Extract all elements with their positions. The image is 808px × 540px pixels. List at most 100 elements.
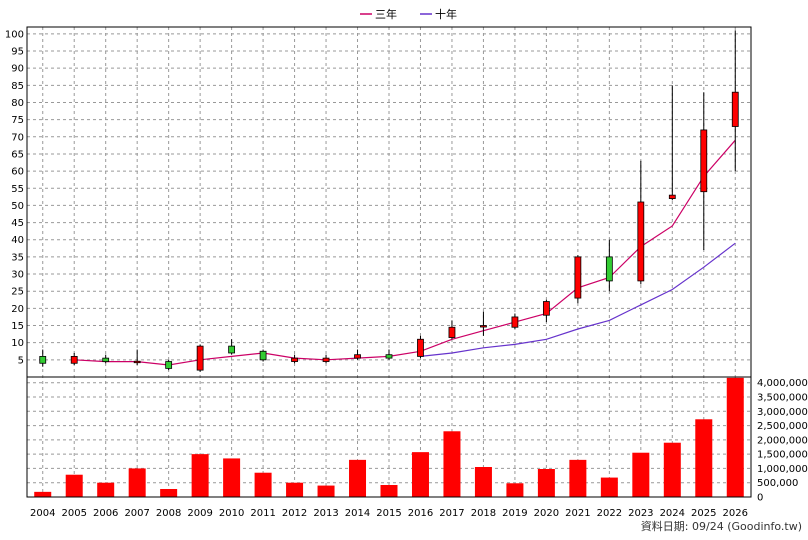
price-tick-label: 75 bbox=[11, 115, 24, 126]
price-tick-label: 85 bbox=[11, 81, 24, 92]
price-tick-label: 50 bbox=[11, 201, 24, 212]
x-tick-label: 2020 bbox=[534, 508, 559, 519]
volume-bar bbox=[286, 482, 304, 497]
candlesticks bbox=[39, 30, 739, 372]
volume-bar bbox=[663, 442, 681, 497]
price-axis: 5 10 15 20 25 30 35 40 45 50 55 60 65 70 75 80 85 90 95 100 bbox=[5, 29, 24, 366]
volume-tick-label: 2,500,000 bbox=[757, 421, 808, 432]
x-tick-label: 2014 bbox=[345, 508, 370, 519]
candle-body bbox=[731, 91, 739, 127]
candle-body bbox=[385, 354, 393, 359]
candle-body bbox=[259, 350, 267, 361]
x-tick-label: 2013 bbox=[313, 508, 338, 519]
x-tick-label: 2017 bbox=[439, 508, 464, 519]
volume-bar bbox=[537, 469, 555, 497]
volume-bar bbox=[223, 458, 241, 497]
x-tick-label: 2011 bbox=[250, 508, 275, 519]
source-label: 資料日期: 09/24 (Goodinfo.tw) bbox=[640, 520, 802, 533]
volume-bar bbox=[474, 467, 492, 497]
volume-bars bbox=[34, 377, 744, 497]
x-tick-label: 2025 bbox=[691, 508, 716, 519]
price-tick-label: 15 bbox=[11, 321, 24, 332]
x-tick-label: 2024 bbox=[660, 508, 685, 519]
volume-bar bbox=[632, 452, 650, 497]
x-tick-label: 2023 bbox=[628, 508, 653, 519]
candle-body bbox=[70, 356, 78, 364]
candle-body bbox=[574, 256, 582, 299]
volume-tick-label: 4,000,000 bbox=[757, 378, 808, 389]
volume-tick-label: 1,500,000 bbox=[757, 450, 808, 461]
x-tick-label: 2007 bbox=[124, 508, 149, 519]
volume-bar bbox=[317, 485, 335, 497]
x-tick-label: 2006 bbox=[93, 508, 118, 519]
volume-bar bbox=[506, 483, 524, 497]
plot-frame bbox=[26, 26, 752, 498]
volume-bar bbox=[349, 459, 367, 497]
candle-body bbox=[448, 326, 456, 338]
x-tick-label: 2015 bbox=[376, 508, 401, 519]
candle-body bbox=[322, 357, 330, 362]
candle-body bbox=[668, 194, 676, 199]
volume-axis: 0 500,000 1,000,000 1,500,000 2,000,000 2,500… bbox=[757, 378, 808, 503]
price-tick-label: 55 bbox=[11, 184, 24, 195]
candle-body bbox=[291, 357, 298, 362]
x-tick-label: 2008 bbox=[156, 508, 181, 519]
price-tick-label: 25 bbox=[11, 287, 24, 298]
x-tick-label: 2005 bbox=[61, 508, 86, 519]
x-tick-label: 2026 bbox=[723, 508, 748, 519]
volume-bar bbox=[128, 468, 146, 497]
volume-tick-label: 3,000,000 bbox=[757, 407, 808, 418]
price-tick-label: 45 bbox=[11, 218, 24, 229]
x-tick-label: 2018 bbox=[471, 508, 496, 519]
candle-body bbox=[133, 360, 141, 364]
volume-bar bbox=[569, 459, 587, 497]
volume-bar bbox=[191, 454, 209, 497]
volume-bar bbox=[380, 485, 398, 497]
price-tick-label: 80 bbox=[11, 98, 24, 109]
volume-bar bbox=[65, 474, 83, 497]
candle-body bbox=[417, 338, 424, 357]
volume-bar bbox=[695, 419, 713, 497]
candle-body bbox=[196, 345, 204, 371]
price-tick-label: 100 bbox=[5, 29, 24, 40]
candle-body bbox=[228, 345, 236, 354]
x-tick-label: 2010 bbox=[219, 508, 244, 519]
candle-body bbox=[354, 354, 361, 359]
volume-bar bbox=[726, 377, 744, 497]
x-tick-label: 2012 bbox=[282, 508, 307, 519]
price-tick-label: 95 bbox=[11, 47, 24, 58]
x-tick-label: 2021 bbox=[565, 508, 590, 519]
volume-bar bbox=[160, 489, 178, 497]
candle-body bbox=[480, 325, 487, 328]
x-tick-label: 2019 bbox=[502, 508, 527, 519]
candle-body bbox=[605, 256, 613, 282]
volume-bar bbox=[411, 452, 429, 497]
price-tick-label: 35 bbox=[11, 252, 24, 263]
grid bbox=[27, 27, 751, 497]
legend: 三年 十年 bbox=[360, 7, 457, 21]
price-tick-label: 20 bbox=[11, 304, 24, 315]
legend-label: 十年 bbox=[435, 7, 457, 21]
candle-body bbox=[165, 361, 173, 369]
volume-bar bbox=[254, 472, 272, 497]
volume-tick-label: 3,500,000 bbox=[757, 393, 808, 404]
volume-bar bbox=[97, 482, 115, 497]
price-tick-label: 90 bbox=[11, 64, 24, 75]
volume-tick-label: 2,000,000 bbox=[757, 435, 808, 446]
moving-average-lines bbox=[74, 139, 736, 366]
price-tick-label: 70 bbox=[11, 132, 24, 143]
price-tick-label: 5 bbox=[18, 355, 24, 366]
candle-body bbox=[542, 301, 550, 316]
x-tick-label: 2009 bbox=[187, 508, 212, 519]
volume-bar bbox=[34, 491, 52, 497]
price-tick-label: 10 bbox=[11, 338, 24, 349]
volume-tick-label: 0 bbox=[757, 493, 763, 504]
volume-tick-label: 1,000,000 bbox=[757, 464, 808, 475]
volume-bar bbox=[600, 477, 618, 497]
price-tick-label: 30 bbox=[11, 270, 24, 281]
candle-body bbox=[700, 129, 708, 193]
x-axis: 2004 2005 2006 2007 2008 2009 2010 2011 2012 2013… bbox=[30, 508, 748, 519]
legend-label: 三年 bbox=[375, 7, 397, 21]
x-tick-label: 2016 bbox=[408, 508, 433, 519]
